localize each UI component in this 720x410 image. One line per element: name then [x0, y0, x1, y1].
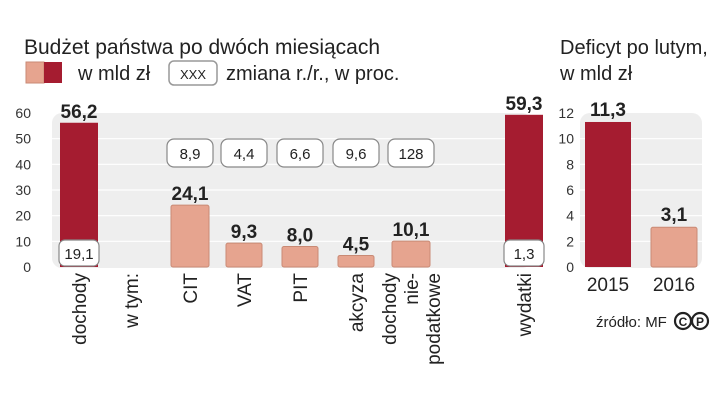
left-y-tick-label: 50 — [15, 131, 31, 147]
left-change-label: 1,3 — [514, 246, 535, 263]
logo-letter-c: C — [679, 315, 688, 329]
left-bar-value-label: 10,1 — [393, 220, 430, 241]
source-text: źródło: MF — [596, 314, 667, 331]
cp-logo: C P — [673, 311, 710, 331]
right-y-tick-label: 4 — [566, 208, 574, 224]
left-category-label: dochody — [70, 273, 91, 345]
right-chart-title: Deficyt po lutym, w mld zł — [559, 37, 713, 85]
right-y-tick-labels: 0 2 4 6 8 10 12 — [558, 105, 574, 275]
left-change-box — [166, 138, 214, 168]
left-change-box — [332, 138, 380, 168]
logo-letter-p: P — [696, 315, 704, 329]
left-category-label: wydatki — [515, 273, 536, 337]
left-category-label: VAT — [235, 273, 256, 308]
left-category-label: CIT — [181, 273, 202, 304]
left-bars: 56,2 19,1 24,1 8,9 9,3 4,4 8,0 6,6 4,5 9,6 10,1 128… — [58, 94, 545, 268]
legend-light-swatch — [25, 61, 45, 84]
right-y-tick-label: 6 — [566, 182, 574, 198]
right-y-tick-label: 0 — [566, 259, 574, 275]
left-change-label: 9,6 — [346, 146, 367, 163]
left-bar — [391, 240, 431, 268]
right-y-tick-label: 2 — [566, 233, 574, 249]
left-change-box — [58, 239, 100, 267]
left-y-tick-label: 20 — [15, 208, 31, 224]
right-category-labels: 2015 2016 — [587, 275, 695, 296]
legend-change-symbol: XXX — [180, 67, 206, 82]
left-bar-value-label: 9,3 — [231, 222, 257, 243]
right-bar — [585, 121, 631, 267]
left-bar-value-label: 59,3 — [506, 94, 543, 115]
left-y-tick-label: 60 — [15, 105, 31, 121]
right-category-label: 2015 — [587, 275, 629, 296]
left-category-labels: dochody w tym: CIT VAT PIT akcyza dochody nie-p… — [70, 273, 536, 365]
right-bar — [650, 226, 698, 268]
left-category-label: PIT — [291, 273, 312, 303]
left-change-box — [503, 239, 545, 267]
legend-units-label: w mld zł — [77, 63, 151, 85]
right-chart-title-line-1: Deficyt po lutym, — [560, 37, 708, 59]
left-bar-value-label: 24,1 — [172, 184, 209, 205]
left-y-tick-labels: 0 10 20 30 40 50 60 — [15, 105, 31, 275]
right-bar-value-label: 11,3 — [590, 100, 626, 121]
left-change-label: 6,6 — [290, 146, 311, 163]
left-change-label: 8,9 — [180, 146, 201, 163]
logo-circle-p — [690, 311, 710, 331]
left-bar — [281, 245, 319, 268]
legend-change-label: zmiana r./r., w proc. — [226, 63, 399, 85]
left-y-tick-label: 0 — [23, 259, 31, 275]
right-category-label: 2016 — [653, 275, 695, 296]
left-y-tick-label: 30 — [15, 182, 31, 198]
left-bar-value-label: 8,0 — [287, 225, 313, 246]
left-chart-title: Budżet państwa po dwóch miesiącach — [24, 36, 380, 59]
right-bar-value-label: 3,1 — [661, 205, 688, 226]
left-bar — [337, 254, 375, 268]
left-y-tick-label: 10 — [15, 233, 31, 249]
left-category-label: podatkowe — [424, 273, 445, 365]
left-bar-value-label: 56,2 — [61, 102, 98, 123]
left-bar-value-label: 4,5 — [343, 234, 370, 255]
left-category-label: w tym: — [122, 273, 143, 329]
left-category-label: dochody — [380, 273, 401, 345]
left-change-box — [387, 138, 435, 168]
left-bar — [225, 242, 263, 268]
right-bars: 11,3 3,1 — [585, 100, 698, 268]
legend-dark-swatch — [44, 62, 62, 83]
right-y-tick-label: 12 — [558, 105, 574, 121]
left-change-box — [276, 138, 324, 168]
left-category-label: akcyza — [347, 273, 368, 333]
right-chart-title-line-2: w mld zł — [559, 63, 633, 85]
left-change-label: 128 — [398, 146, 423, 163]
left-category-label: nie- — [402, 273, 423, 305]
right-y-tick-label: 8 — [566, 156, 574, 172]
left-change-label: 19,1 — [64, 246, 93, 263]
right-y-tick-label: 10 — [558, 131, 574, 147]
left-change-label: 4,4 — [234, 146, 255, 163]
left-bar — [170, 204, 210, 268]
legend-change-box — [168, 60, 218, 86]
left-change-box — [220, 138, 268, 168]
left-y-tick-label: 40 — [15, 156, 31, 172]
